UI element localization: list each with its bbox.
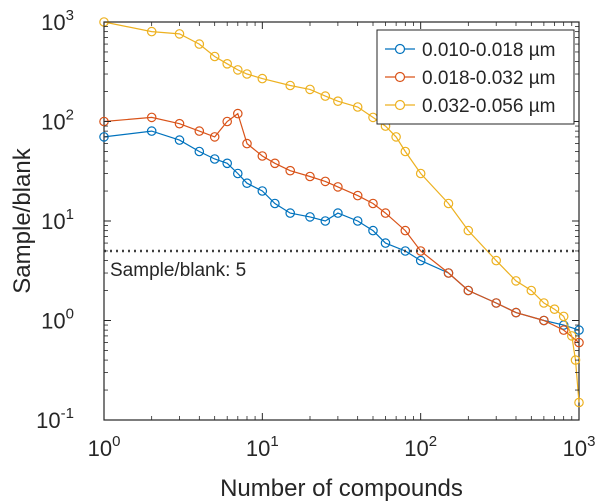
legend-label: 0.032-0.056 µm xyxy=(422,96,555,117)
series-1-point xyxy=(574,325,584,335)
series-2-point xyxy=(400,225,411,236)
x-tick-label: 102 xyxy=(404,433,437,461)
y-tick-label: 10-1 xyxy=(36,405,74,433)
series-3-point xyxy=(222,58,232,69)
series-3-point xyxy=(391,132,401,142)
series-1-point xyxy=(242,178,252,188)
legend-item: 0.032-0.056 µm xyxy=(385,96,555,117)
series-3-point xyxy=(443,198,454,209)
series-1-point xyxy=(174,135,185,145)
series-2-point xyxy=(333,182,343,192)
series-2-line xyxy=(103,112,580,344)
series-1-point xyxy=(233,168,243,179)
y-axis-title: Sample/blank xyxy=(9,147,36,293)
series-2-point xyxy=(146,112,157,123)
y-tick-label: 100 xyxy=(41,306,74,334)
series-3-point xyxy=(549,304,560,314)
legend-label: 0.010-0.018 µm xyxy=(422,40,555,61)
legend-item: 0.010-0.018 µm xyxy=(385,40,555,61)
series-3-point xyxy=(463,225,474,236)
series-3-point xyxy=(415,168,426,179)
series-2-point xyxy=(368,198,378,209)
series-1-point xyxy=(415,255,426,266)
x-tick-label: 100 xyxy=(88,433,121,461)
series-3-point xyxy=(333,96,343,106)
legend-items: 0.010-0.018 µm 0.018-0.032 µm 0.032-0.056 … xyxy=(385,40,555,117)
series-1-point xyxy=(194,146,205,157)
series-3-point xyxy=(257,73,268,84)
series-3-point xyxy=(400,146,411,157)
series-2-point xyxy=(222,116,232,127)
series-3-point xyxy=(526,285,537,296)
series-1-point xyxy=(400,246,411,256)
series-3-point xyxy=(320,91,331,101)
series-2-point xyxy=(320,176,331,187)
series-2-point xyxy=(463,285,474,296)
series-3-point xyxy=(570,355,581,365)
series-2-point xyxy=(257,151,268,161)
legend-marker xyxy=(394,43,406,55)
series-2-point xyxy=(380,208,391,218)
series-3-point xyxy=(209,51,220,62)
series-2-point xyxy=(270,158,280,169)
series-1-point xyxy=(270,198,280,209)
series-2-point xyxy=(574,337,584,348)
series-2-point xyxy=(194,126,205,136)
legend: 0.010-0.018 µm 0.018-0.032 µm 0.032-0.056 … xyxy=(376,29,575,125)
series-3-point xyxy=(352,102,363,112)
series-1-point xyxy=(352,216,363,226)
series-1-point xyxy=(380,238,391,248)
series-1-point xyxy=(285,208,295,218)
legend-label: 0.018-0.032 µm xyxy=(422,68,555,89)
y-tick-label: 103 xyxy=(41,7,74,35)
series-1-point xyxy=(257,186,268,196)
series-3-point xyxy=(491,255,501,266)
series-2-point xyxy=(558,325,569,335)
series-2-point xyxy=(242,138,252,149)
tick-layer: 100 101 102 103 10-1 100 101 102 103 xyxy=(36,7,595,461)
x-tick-label: 101 xyxy=(246,433,279,461)
series-1-point xyxy=(333,208,343,218)
series-1-point xyxy=(320,216,331,226)
series-3-point xyxy=(305,84,315,95)
series-1-point xyxy=(146,126,157,136)
series-3-point xyxy=(558,311,569,322)
series-3-point xyxy=(242,69,252,79)
series-2-point xyxy=(511,307,521,318)
x-axis-title: Number of compounds xyxy=(220,475,463,502)
series-2-point xyxy=(233,108,243,119)
series-3-point xyxy=(174,29,185,39)
legend-marker xyxy=(394,71,406,83)
series-2-point xyxy=(491,298,501,308)
series-1-point xyxy=(368,225,378,236)
legend-item: 0.018-0.032 µm xyxy=(385,68,555,89)
series-3-point xyxy=(285,80,295,91)
series-2-point xyxy=(539,315,549,326)
x-tick-label: 103 xyxy=(563,433,596,461)
annotation-threshold: Sample/blank: 5 xyxy=(110,260,246,281)
series-1-point xyxy=(209,154,220,164)
series-1-point xyxy=(222,158,232,169)
series-2-point xyxy=(443,268,454,278)
y-tick-label: 101 xyxy=(41,206,74,234)
series-2-point xyxy=(352,190,363,201)
series-3-point xyxy=(146,26,157,37)
series-2-point xyxy=(305,171,315,182)
y-tick-label: 102 xyxy=(41,107,74,135)
series-3-point xyxy=(539,298,549,308)
series-layer xyxy=(99,17,584,408)
series-2-point xyxy=(209,132,220,142)
series-1-point xyxy=(305,212,315,222)
series-3-point xyxy=(233,65,243,75)
series-2-point xyxy=(174,118,185,129)
legend-marker xyxy=(394,99,406,111)
series-3-point xyxy=(511,276,521,286)
series-1-point xyxy=(99,132,109,142)
series-3-point xyxy=(574,397,584,408)
series-2 xyxy=(99,108,584,348)
series-2-point xyxy=(285,165,295,176)
series-3-point xyxy=(194,39,205,49)
